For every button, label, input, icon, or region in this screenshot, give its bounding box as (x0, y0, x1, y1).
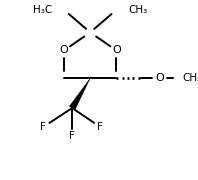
Text: H₃C: H₃C (33, 5, 52, 15)
Text: O: O (60, 45, 69, 55)
Text: O: O (112, 45, 121, 55)
Polygon shape (69, 78, 90, 110)
Text: O: O (155, 73, 164, 83)
Text: CH₃: CH₃ (182, 73, 198, 83)
Text: F: F (40, 122, 46, 132)
Text: CH₃: CH₃ (128, 5, 147, 15)
Text: F: F (97, 122, 103, 132)
Text: F: F (69, 131, 75, 141)
